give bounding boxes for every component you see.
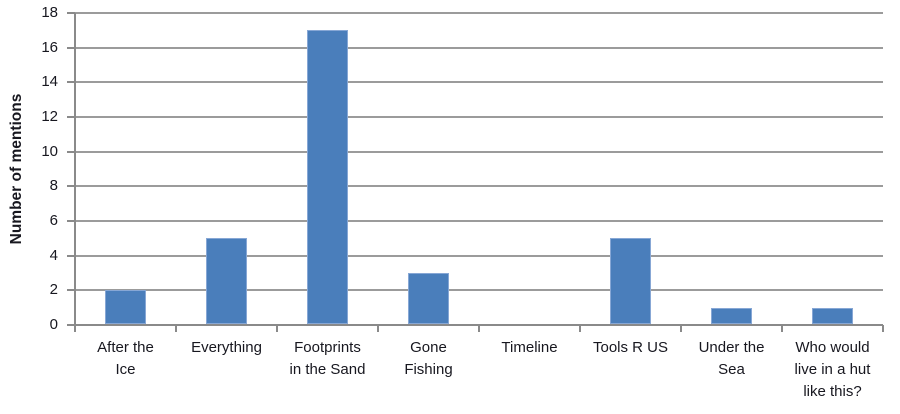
y-tick-label: 2 [49,281,58,299]
x-category-label-line: like this? [803,383,862,400]
bar [812,307,853,324]
x-category-label: Gone Fishing [369,337,489,381]
y-tick-mark [67,81,75,84]
y-tick-label: 12 [41,108,58,125]
x-category-label-line: Everything [191,339,262,356]
x-category-label: Everything [167,337,287,359]
y-tick-label: 6 [49,212,58,229]
x-tick-mark [478,325,480,332]
x-category-label-line: Tools R US [592,339,669,356]
y-tick-mark [67,150,75,153]
x-category-label-line: live in a hut [794,361,871,378]
y-tick-mark [67,12,75,14]
x-category-label: After the Ice [66,337,186,381]
y-tick-mark [67,289,75,292]
gridline [75,46,883,49]
x-category-label-line: Under the [698,339,765,356]
x-category-label-line: Timeline [501,339,558,356]
x-axis-line [67,324,883,326]
x-category-label-line: Who would [795,339,870,356]
x-category-label-line: in the Sand [289,361,366,378]
y-tick-label: 4 [49,246,58,264]
y-tick-mark [67,254,75,257]
y-tick-mark [67,46,75,49]
x-tick-mark [276,325,278,332]
gridline [75,185,883,188]
x-category-label-line: Sea [718,361,745,378]
bar [610,238,651,324]
y-tick-label: 14 [41,73,58,91]
x-category-label-line: After the [97,339,154,356]
x-tick-mark [175,325,177,332]
x-category-label-line: Fishing [404,361,453,378]
y-tick-label: 10 [41,142,58,160]
gridline [75,289,883,292]
x-tick-mark [680,325,682,332]
x-tick-mark [579,325,581,332]
x-category-label: Tools R US [571,337,691,359]
bar [408,273,449,324]
bar [206,238,247,324]
x-category-label-line: Ice [115,361,136,378]
x-tick-mark [882,325,884,332]
y-tick-mark [67,185,75,188]
gridline [75,254,883,257]
gridline [75,81,883,84]
x-tick-mark [377,325,379,332]
y-tick-label: 18 [41,4,58,21]
x-tick-mark [781,325,783,332]
x-category-label: Under the Sea [672,337,792,381]
x-tick-mark [74,325,76,332]
bar [307,30,348,324]
y-tick-mark [67,324,75,326]
y-tick-label: 8 [49,177,58,195]
x-category-label-line: Footprints [294,339,361,356]
y-tick-label: 16 [41,38,58,56]
gridline [75,150,883,153]
gridline [75,12,883,14]
y-tick-mark [67,220,75,222]
y-tick-mark [67,116,75,118]
x-category-label: Footprints in the Sand [268,337,388,381]
gridline [75,220,883,222]
bar [105,290,146,324]
x-category-label-line: Gone [410,339,447,356]
gridline [75,116,883,118]
x-category-label: Timeline [470,337,590,359]
bar [711,307,752,324]
y-axis-line [74,13,76,331]
y-tick-label: 0 [49,316,58,333]
x-category-label: Who would live in a hut like this? [773,337,893,403]
